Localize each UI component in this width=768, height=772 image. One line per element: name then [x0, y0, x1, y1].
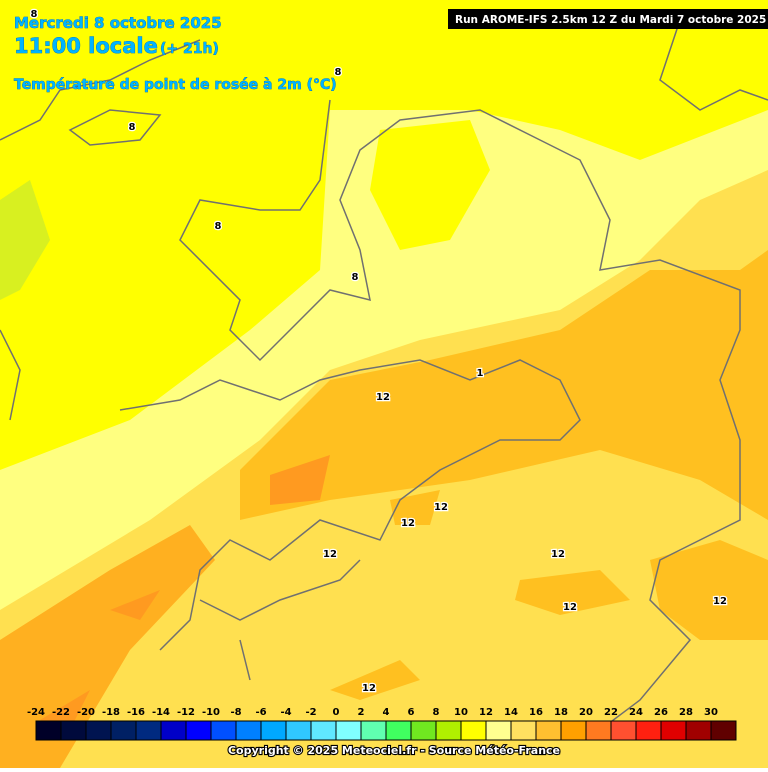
colorbar-tick-label: 8 — [433, 707, 440, 718]
colorbar-tick-label: 14 — [504, 707, 518, 718]
colorbar-swatch — [610, 720, 637, 741]
colorbar-tick-label: 6 — [408, 707, 415, 718]
colorbar-tick-label: 18 — [554, 707, 568, 718]
colorbar-swatch — [560, 720, 587, 741]
colorbar-tick-label: 26 — [654, 707, 668, 718]
forecast-time: 11:00 locale — [14, 34, 158, 58]
colorbar-swatch — [535, 720, 562, 741]
contour-label: 8 — [129, 122, 136, 133]
colorbar-tick-label: -10 — [202, 707, 220, 718]
colorbar-swatch — [260, 720, 287, 741]
contour-labels: 8 8 8 8 8 12 1 12 12 12 12 12 12 12 — [29, 8, 728, 696]
colorbar-tick-label: -8 — [230, 707, 241, 718]
colorbar-swatch — [335, 720, 362, 741]
coastline — [0, 19, 768, 731]
colorbar-tick-label: -20 — [77, 707, 95, 718]
field-area — [240, 250, 768, 520]
colorbar-swatch — [360, 720, 387, 741]
contour-label: 12 — [551, 549, 565, 560]
colorbar-tick-label: -4 — [280, 707, 291, 718]
colorbar-tick-label: 24 — [629, 707, 643, 718]
contour-label: 8 — [335, 67, 342, 78]
colorbar: -24 -22 -20 -18 -16 -14 -12 -10 -8 -6 -4 -2 0 2 4 6 8 10 1… — [27, 707, 737, 741]
colorbar-tick-label: -18 — [102, 707, 120, 718]
colorbar-swatch — [485, 720, 512, 741]
contour-label: 12 — [713, 596, 727, 607]
colorbar-tick-label: -6 — [255, 707, 266, 718]
field-area — [0, 180, 50, 300]
colorbar-tick-label: 22 — [604, 707, 618, 718]
colorbar-swatch — [585, 720, 612, 741]
field-area — [40, 455, 330, 730]
field-area — [330, 490, 768, 700]
colorbar-swatch — [710, 720, 737, 741]
colorbar-swatch — [435, 720, 462, 741]
colorbar-tick-label: -24 — [27, 707, 45, 718]
colorbar-tick-label: 12 — [479, 707, 493, 718]
colorbar-swatch — [85, 720, 112, 741]
colorbar-swatch — [460, 720, 487, 741]
colorbar-swatch — [510, 720, 537, 741]
colorbar-tick-label: 16 — [529, 707, 543, 718]
field-area — [370, 120, 490, 250]
forecast-date: Mercredi 8 octobre 2025 — [14, 14, 222, 32]
colorbar-swatch — [60, 720, 87, 741]
copyright: Copyright © 2025 Meteociel.fr - Source M… — [228, 744, 560, 757]
colorbar-tick-label: 4 — [383, 707, 390, 718]
contour-label: 1 — [477, 368, 484, 379]
colorbar-swatch — [410, 720, 437, 741]
colorbar-tick-label: -16 — [127, 707, 145, 718]
contour-label: 12 — [563, 602, 577, 613]
colorbar-tick-label: -2 — [305, 707, 316, 718]
colorbar-swatch — [660, 720, 687, 741]
colorbar-swatch — [310, 720, 337, 741]
colorbar-swatch — [285, 720, 312, 741]
contour-label: 12 — [362, 683, 376, 694]
colorbar-tick-label: -12 — [177, 707, 195, 718]
colorbar-tick-label: 0 — [333, 707, 340, 718]
colorbar-swatch — [35, 720, 62, 741]
colorbar-swatch — [110, 720, 137, 741]
contour-label: 12 — [401, 518, 415, 529]
contour-label: 12 — [434, 502, 448, 513]
contour-label: 8 — [215, 221, 222, 232]
colorbar-swatch — [160, 720, 187, 741]
field-name: Température de point de rosée à 2m (°C) — [14, 77, 337, 93]
field-area — [0, 525, 215, 768]
colorbar-tick-label: -14 — [152, 707, 170, 718]
lead-time: (+ 21h) — [160, 41, 219, 57]
colorbar-swatch — [185, 720, 212, 741]
colorbar-tick-label: 20 — [579, 707, 593, 718]
colorbar-tick-label: 28 — [679, 707, 693, 718]
colorbar-swatch — [385, 720, 412, 741]
colorbar-swatch — [210, 720, 237, 741]
colorbar-swatch — [685, 720, 712, 741]
colorbar-tick-label: -22 — [52, 707, 70, 718]
contour-label: 8 — [352, 272, 359, 283]
colorbar-swatch — [135, 720, 162, 741]
run-banner — [448, 9, 768, 29]
contour-label: 12 — [323, 549, 337, 560]
colorbar-tick-label: 10 — [454, 707, 468, 718]
colorbar-swatch — [635, 720, 662, 741]
colorbar-swatch — [235, 720, 262, 741]
colorbar-tick-label: 30 — [704, 707, 718, 718]
contour-label: 8 — [31, 9, 38, 20]
colorbar-tick-label: 2 — [358, 707, 365, 718]
contour-label: 12 — [376, 392, 390, 403]
run-info: Run AROME-IFS 2.5km 12 Z du Mardi 7 octo… — [455, 14, 766, 26]
